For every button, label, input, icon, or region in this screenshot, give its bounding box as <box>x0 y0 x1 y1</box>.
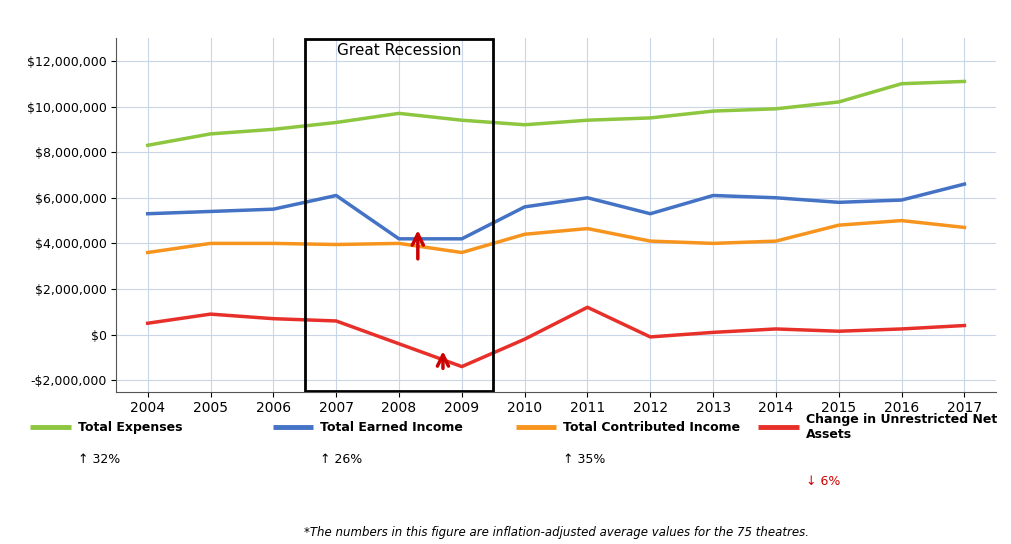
Text: Total Earned Income: Total Earned Income <box>320 421 463 434</box>
Text: ↑ 35%: ↑ 35% <box>563 453 606 466</box>
Bar <box>304 39 493 391</box>
Text: ↑ 32%: ↑ 32% <box>78 453 120 466</box>
Text: Change in Unrestricted Net
Assets: Change in Unrestricted Net Assets <box>806 413 997 441</box>
Text: ↑ 26%: ↑ 26% <box>320 453 363 466</box>
Text: Total Contributed Income: Total Contributed Income <box>563 421 740 434</box>
Text: ↓ 6%: ↓ 6% <box>806 475 840 488</box>
Text: Total Expenses: Total Expenses <box>78 421 182 434</box>
Text: Great Recession: Great Recession <box>337 42 461 58</box>
Text: *The numbers in this figure are inflation-adjusted average values for the 75 the: *The numbers in this figure are inflatio… <box>303 526 809 539</box>
